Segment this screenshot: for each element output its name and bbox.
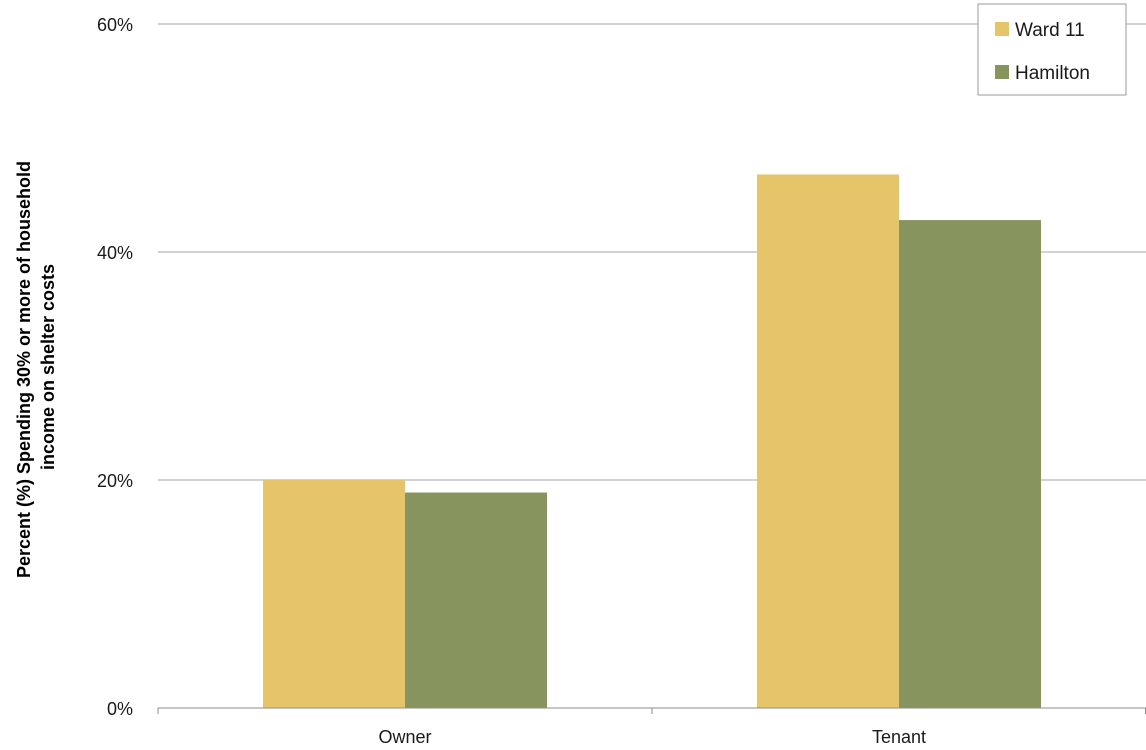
y-tick-labels: 0% 20% 40% 60% (97, 15, 133, 719)
y-axis-label-line-2: income on shelter costs (38, 264, 58, 470)
legend-label-ward-11: Ward 11 (1015, 20, 1085, 41)
y-tick-label: 60% (97, 15, 133, 35)
legend-label-hamilton: Hamilton (1015, 63, 1090, 84)
y-tick-label: 40% (97, 243, 133, 263)
bars (263, 174, 1041, 709)
axes (157, 707, 1146, 714)
y-axis-label-line-1: Percent (%) Spending 30% or more of hous… (14, 161, 34, 578)
bar-hamilton-tenant (899, 220, 1041, 708)
y-tick-label: 0% (107, 699, 133, 719)
legend-swatch-hamilton (995, 65, 1009, 79)
bar-ward-11-tenant (757, 174, 899, 709)
legend: Ward 11 Hamilton (977, 3, 1127, 96)
x-tick-label-tenant: Tenant (872, 727, 926, 747)
bar-ward-11-owner (263, 480, 405, 708)
y-tick-label: 20% (97, 471, 133, 491)
legend-box (977, 3, 1127, 96)
x-tick-label-owner: Owner (378, 727, 431, 747)
y-axis-label: Percent (%) Spending 30% or more of hous… (14, 156, 58, 578)
legend-swatch-ward-11 (995, 22, 1009, 36)
bar-hamilton-owner (405, 492, 547, 708)
x-tick-labels: Owner Tenant (378, 727, 926, 747)
